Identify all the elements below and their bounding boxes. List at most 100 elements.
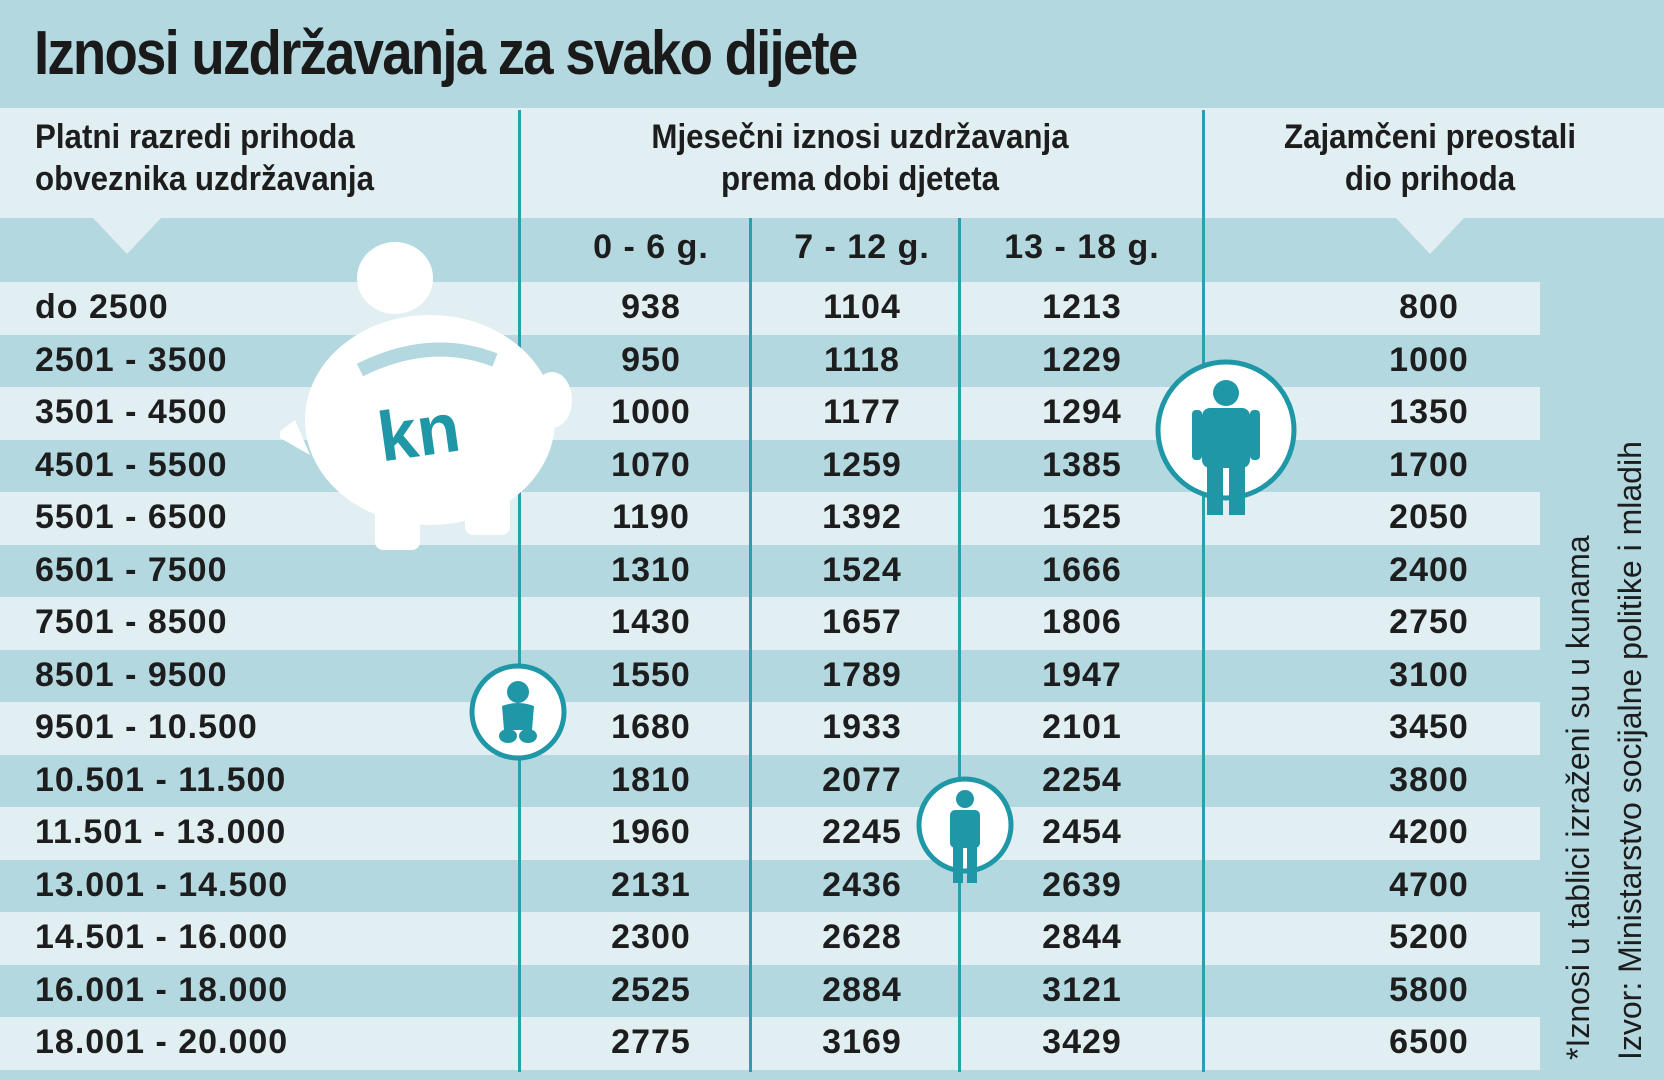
amount-13-18: 1385	[1042, 445, 1122, 484]
monthly-header: Mjesečni iznosi uzdržavanja prema dobi d…	[584, 116, 1136, 200]
table-row: 6501 - 7500 1310 1524 1666 2400	[0, 545, 1540, 598]
income-header-line2: obveznika uzdržavanja	[35, 160, 374, 198]
pointer-triangle	[1396, 218, 1464, 254]
guaranteed-income: 6500	[1389, 1023, 1469, 1061]
guaranteed-income: 5800	[1389, 970, 1469, 1009]
child-person-icon	[916, 776, 1014, 883]
income-bracket: 9501 - 10.500	[35, 708, 258, 746]
piggy-label: kn	[372, 387, 465, 477]
monthly-header-line2: prema dobi djeteta	[720, 160, 1000, 198]
table-row: 4501 - 5500 1070 1259 1385 1700	[0, 440, 1540, 493]
age-group-13-18: 13 - 18 g.	[1004, 228, 1160, 266]
amount-13-18: 1947	[1042, 655, 1122, 694]
table-row: 10.501 - 11.500 1810 2077 2254 3800	[0, 755, 1540, 808]
amount-0-6: 2775	[611, 1023, 691, 1061]
guaranteed-header-line2: dio prihoda	[1344, 160, 1516, 198]
amount-0-6: 1000	[611, 393, 691, 431]
amount-7-12: 1104	[823, 288, 901, 326]
guaranteed-header: Zajamčeni preostali dio prihoda	[1228, 116, 1633, 200]
column-divider	[958, 218, 961, 1072]
income-bracket: 4501 - 5500	[35, 445, 228, 484]
piggy-bank-icon	[280, 242, 572, 550]
table-row: 9501 - 10.500 1680 1933 2101 3450	[0, 702, 1540, 755]
income-bracket: do 2500	[35, 288, 169, 326]
amount-13-18: 2254	[1042, 760, 1122, 799]
table-row: 2501 - 3500 950 1118 1229 1000	[0, 335, 1540, 388]
guaranteed-income: 2750	[1389, 603, 1469, 641]
amount-0-6: 1550	[611, 655, 691, 694]
amount-0-6: 1430	[611, 603, 691, 641]
income-bracket: 3501 - 4500	[35, 393, 228, 431]
income-bracket: 11.501 - 13.000	[35, 813, 287, 851]
amount-0-6: 1190	[612, 498, 690, 536]
amount-0-6: 938	[621, 288, 681, 326]
source-note: Izvor: Ministarstvo socijalne politike i…	[1612, 441, 1648, 1060]
column-divider	[518, 110, 521, 1072]
amount-0-6: 1680	[611, 708, 691, 746]
subheader-band	[0, 218, 1664, 282]
table-row: 14.501 - 16.000 2300 2628 2844 5200	[0, 912, 1540, 965]
amount-0-6: 2300	[611, 918, 691, 956]
guaranteed-income: 1000	[1389, 340, 1469, 379]
amount-13-18: 1294	[1042, 393, 1122, 431]
amount-13-18: 2844	[1042, 918, 1122, 956]
amount-13-18: 3121	[1042, 970, 1122, 1009]
income-bracket: 16.001 - 18.000	[35, 970, 289, 1009]
amount-0-6: 1810	[611, 760, 691, 799]
guaranteed-income: 2400	[1389, 550, 1469, 589]
amount-7-12: 1259	[822, 445, 902, 484]
guaranteed-income: 1700	[1389, 445, 1469, 484]
income-bracket: 10.501 - 11.500	[35, 760, 287, 799]
guaranteed-income: 3450	[1389, 708, 1469, 746]
amount-7-12: 1933	[822, 708, 902, 746]
baby-icon	[469, 663, 567, 761]
amount-13-18: 1666	[1042, 550, 1122, 589]
table-row: 5501 - 6500 1190 1392 1525 2050	[0, 492, 1540, 545]
amount-0-6: 950	[621, 340, 681, 379]
income-bracket: 6501 - 7500	[35, 550, 228, 589]
amount-0-6: 2131	[611, 865, 691, 904]
income-bracket: 2501 - 3500	[35, 340, 228, 379]
amount-13-18: 1213	[1042, 288, 1122, 326]
guaranteed-income: 2050	[1389, 498, 1469, 536]
income-bracket: 5501 - 6500	[35, 498, 228, 536]
amount-0-6: 1310	[611, 550, 691, 589]
amount-13-18: 3429	[1042, 1023, 1122, 1061]
table-row: 8501 - 9500 1550 1789 1947 3100	[0, 650, 1540, 703]
income-bracket: 7501 - 8500	[35, 603, 228, 641]
column-divider	[749, 218, 752, 1072]
age-group-0-6: 0 - 6 g.	[593, 228, 709, 266]
table-row: 16.001 - 18.000 2525 2884 3121 5800	[0, 965, 1540, 1018]
amount-7-12: 2077	[822, 760, 902, 799]
amount-7-12: 1789	[822, 655, 902, 694]
amount-0-6: 2525	[611, 970, 691, 1009]
income-bracket: 13.001 - 14.500	[35, 865, 289, 904]
amount-0-6: 1070	[611, 445, 691, 484]
amount-13-18: 1806	[1042, 603, 1122, 641]
guaranteed-header-line1: Zajamčeni preostali	[1283, 118, 1577, 156]
guaranteed-income: 3800	[1389, 760, 1469, 799]
amount-7-12: 1524	[822, 550, 902, 589]
guaranteed-income: 800	[1399, 288, 1459, 326]
pointer-triangle	[93, 218, 161, 254]
monthly-header-line1: Mjesečni iznosi uzdržavanja	[651, 118, 1069, 156]
guaranteed-income: 3100	[1389, 655, 1469, 694]
table-row: 18.001 - 20.000 2775 3169 3429 6500	[0, 1017, 1540, 1070]
table-row: 11.501 - 13.000 1960 2245 2454 4200	[0, 807, 1540, 860]
amount-7-12: 1657	[822, 603, 902, 641]
adult-person-icon	[1155, 359, 1297, 515]
income-header-line1: Platni razredi prihoda	[35, 118, 355, 156]
income-bracket: 8501 - 9500	[35, 655, 228, 694]
footnote: *Iznosi u tablici izraženi su u kunama	[1560, 535, 1596, 1060]
amount-13-18: 2639	[1042, 865, 1122, 904]
table-row: 13.001 - 14.500 2131 2436 2639 4700	[0, 860, 1540, 913]
amount-13-18: 2454	[1042, 813, 1122, 851]
amount-7-12: 2436	[822, 865, 902, 904]
amount-7-12: 2245	[822, 813, 902, 851]
amount-7-12: 2628	[822, 918, 902, 956]
income-bracket: 18.001 - 20.000	[35, 1023, 289, 1061]
table-row: 7501 - 8500 1430 1657 1806 2750	[0, 597, 1540, 650]
age-group-7-12: 7 - 12 g.	[794, 228, 930, 266]
guaranteed-income: 1350	[1389, 393, 1469, 431]
page-title: Iznosi uzdržavanja za svako dijete	[34, 19, 858, 88]
